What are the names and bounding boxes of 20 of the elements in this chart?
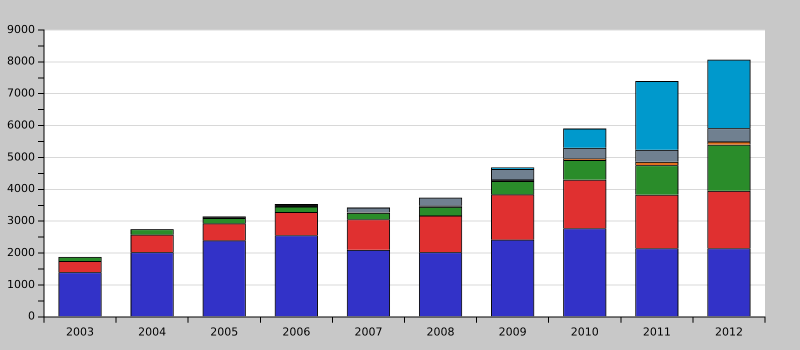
y-tick-label: 3000 <box>6 214 35 228</box>
y-tick-label: 1000 <box>6 278 35 291</box>
y-tick-label: 8000 <box>6 54 35 68</box>
x-tick-label: 2005 <box>210 325 238 338</box>
x-tick-label: 2004 <box>138 325 166 338</box>
y-tick-label: 2000 <box>6 246 35 259</box>
y-tick-label: 9000 <box>6 22 35 36</box>
x-tick-label: 2012 <box>714 325 743 338</box>
x-tick-label: 2010 <box>570 325 599 338</box>
x-tick-label: 2006 <box>282 325 310 338</box>
y-tick-label: 4000 <box>6 182 35 196</box>
x-tick-label: 2007 <box>354 325 382 338</box>
x-tick-label: 2008 <box>426 325 455 338</box>
x-tick-label: 2003 <box>66 325 94 338</box>
x-tick-label: 2011 <box>642 325 671 338</box>
y-tick-label: 5000 <box>6 150 35 164</box>
y-tick-label: 0 <box>28 310 35 323</box>
y-tick-label: 6000 <box>6 118 35 132</box>
y-tick-label: 7000 <box>6 86 35 100</box>
x-tick-label: 2009 <box>498 325 527 338</box>
